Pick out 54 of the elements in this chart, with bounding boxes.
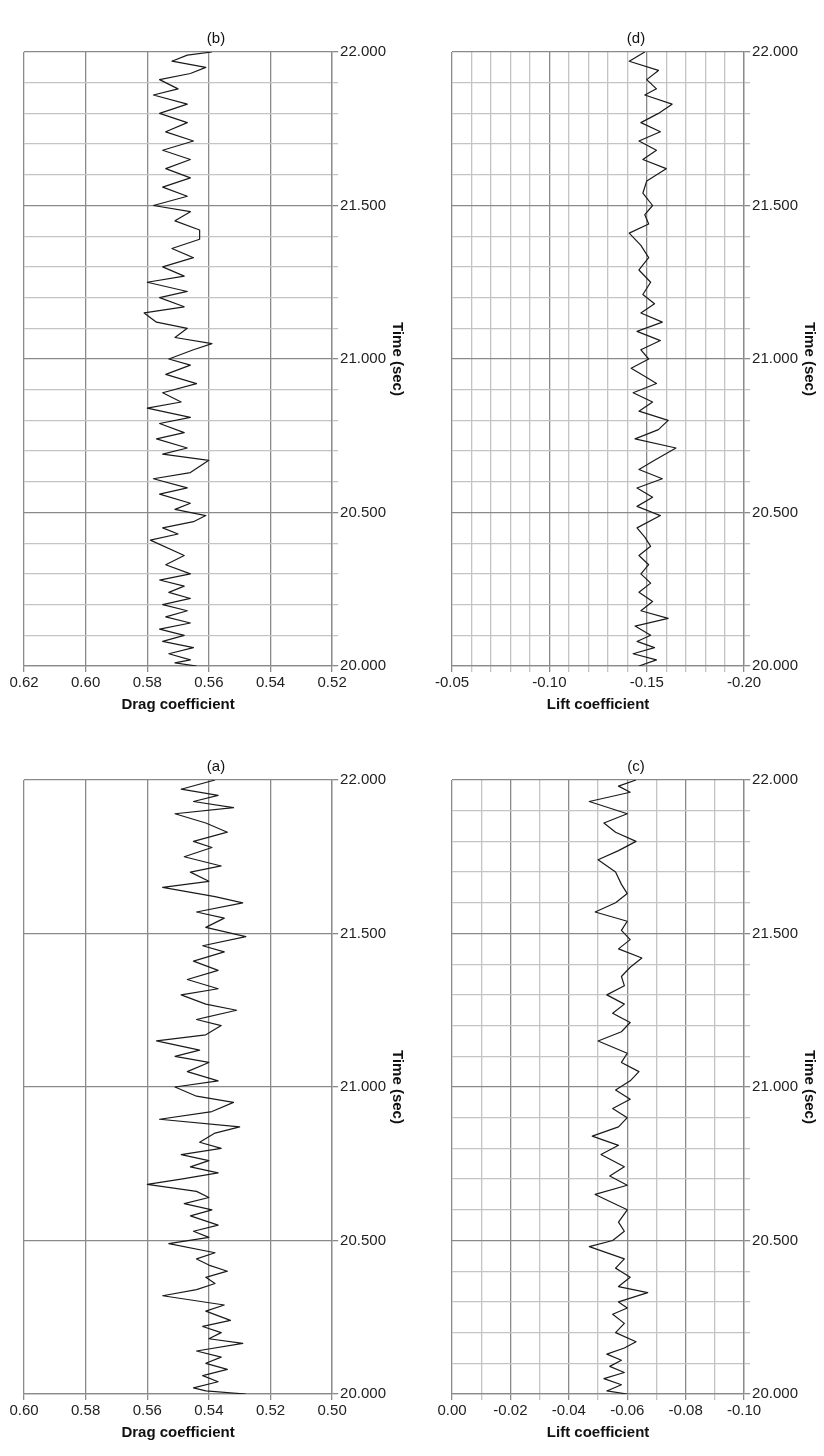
x-tick-label: 0.54 [194,1401,224,1419]
x-tick-label: 0.56 [132,1401,162,1419]
x-tick-label: -0.15 [629,673,664,691]
x-tick-label: -0.06 [610,1401,645,1419]
chart-title: (b) [206,29,226,47]
x-tick-label: 0.50 [317,1401,347,1419]
x-tick-label: -0.04 [551,1401,586,1419]
y-tick-label: 20.500 [752,1230,799,1248]
y-tick-label: 20.000 [752,656,799,674]
x-tick-label: -0.08 [668,1401,703,1419]
x-tick-label: 0.54 [255,673,286,691]
y-tick-label: 20.000 [340,656,387,674]
x-tick-label: 0.00 [437,1401,467,1419]
y-tick-label: 21.500 [340,923,387,941]
x-tick-label: 0.52 [317,673,347,691]
x-tick-label: -0.10 [727,1401,762,1419]
x-tick-label: 0.58 [132,673,162,691]
y-axis-title: Time (sec) [389,1050,407,1124]
y-tick-label: 20.000 [340,1384,387,1402]
y-tick-label: 22.000 [340,42,387,60]
x-tick-label: -0.05 [434,673,470,691]
x-tick-label: -0.02 [493,1401,528,1419]
y-axis-title: Time (sec) [389,322,407,396]
y-tick-label: 21.500 [752,923,799,941]
y-tick-label: 20.000 [752,1384,799,1402]
y-tick-label: 21.500 [752,195,799,213]
x-tick-label: 0.58 [71,1401,101,1419]
x-axis-title: Lift coefficient [546,695,650,713]
x-tick-label: 0.60 [71,673,101,691]
y-tick-label: 20.500 [340,502,387,520]
x-tick-label: 0.56 [194,673,224,691]
x-tick-label: -0.10 [532,673,567,691]
chart-title: (c) [627,757,645,775]
x-tick-label: 0.60 [9,1401,39,1419]
y-tick-label: 21.000 [340,1077,387,1095]
y-tick-label: 22.000 [752,42,799,60]
y-tick-label: 21.000 [340,349,387,367]
y-tick-label: 21.000 [752,1077,799,1095]
y-tick-label: 21.000 [752,349,799,367]
x-axis-title: Lift coefficient [546,1423,650,1441]
x-tick-label: 0.52 [255,1401,286,1419]
y-tick-label: 22.000 [752,770,799,788]
y-tick-label: 21.500 [340,195,387,213]
x-tick-label: -0.20 [727,673,762,691]
y-axis-title: Time (sec) [801,322,819,396]
chart-title: (a) [206,757,226,775]
x-axis-title: Drag coefficient [121,1423,235,1441]
y-axis-title: Time (sec) [801,1050,819,1124]
y-tick-label: 22.000 [340,770,387,788]
x-axis-title: Drag coefficient [121,695,235,713]
x-tick-label: 0.62 [9,673,39,691]
chart-title: (d) [626,29,646,47]
y-tick-label: 20.500 [340,1230,387,1248]
y-tick-label: 20.500 [752,502,799,520]
